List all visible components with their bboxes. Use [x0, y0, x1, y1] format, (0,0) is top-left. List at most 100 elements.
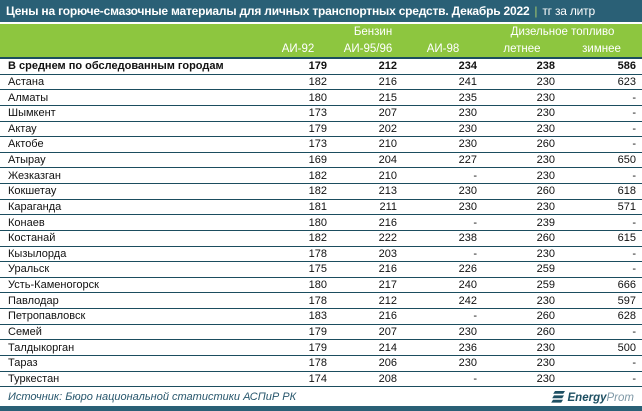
city-name: Туркестан: [8, 372, 60, 385]
price-value: 260: [536, 325, 555, 338]
column-group-row: Бензин Дизельное топливо: [0, 24, 642, 40]
price-value: 227: [458, 154, 477, 167]
price-value: 217: [378, 279, 397, 292]
price-value: -: [632, 357, 636, 370]
city-name: Актау: [8, 122, 37, 135]
city-name: Алматы: [8, 91, 49, 104]
price-value: -: [632, 138, 636, 151]
price-value: 179: [308, 122, 327, 135]
price-value: 213: [378, 185, 397, 198]
table-row: Актау 179 202 230 230 -: [0, 121, 642, 138]
price-value: 230: [458, 122, 477, 135]
table-row: Шымкент 173 207 230 230 -: [0, 105, 642, 122]
price-value: 628: [617, 310, 636, 323]
table-row: Талдыкорган 179 214 236 230 500: [0, 340, 642, 356]
price-value: 230: [458, 138, 477, 151]
table-row: Алматы 180 215 235 230 -: [0, 90, 642, 106]
price-value: 259: [536, 263, 555, 276]
price-value: 222: [378, 232, 397, 245]
title-unit-label: тг за литр: [542, 4, 595, 18]
price-value: 230: [536, 372, 555, 385]
price-value: 210: [378, 169, 397, 182]
price-value: 241: [458, 75, 477, 88]
column-header-ai9596: АИ-95/96: [343, 42, 393, 55]
city-name: Усть-Каменогорск: [8, 279, 99, 292]
footer: Источник: Бюро национальной статистики А…: [0, 387, 642, 406]
group-header-benzin: Бензин: [353, 26, 393, 38]
table-row: Павлодар 178 212 242 230 597: [0, 293, 642, 309]
price-value: 178: [308, 357, 327, 370]
price-value: 615: [617, 232, 636, 245]
price-value: -: [632, 216, 636, 229]
price-value: 230: [536, 75, 555, 88]
price-value: 586: [617, 60, 636, 73]
city-name: Костанай: [8, 232, 56, 245]
price-value: 182: [308, 232, 327, 245]
price-value: 259: [536, 279, 555, 292]
title-divider: [0, 22, 642, 24]
price-value: 230: [536, 154, 555, 167]
price-value: 207: [378, 325, 397, 338]
price-value: -: [473, 372, 477, 385]
price-value: 179: [308, 60, 327, 73]
table-row: Уральск 175 216 226 259 -: [0, 262, 642, 278]
price-value: 183: [308, 310, 327, 323]
city-name: Кокшетау: [8, 185, 57, 198]
price-value: 210: [378, 138, 397, 151]
price-value: 211: [379, 200, 397, 213]
price-value: -: [632, 107, 636, 120]
city-name: Актобе: [8, 138, 44, 151]
price-value: 207: [378, 107, 397, 120]
price-value: 181: [308, 200, 327, 213]
price-value: 230: [536, 169, 555, 182]
table-row: Жезказган 182 210 - 230 -: [0, 168, 642, 184]
table-row: Конаев 180 216 - 239 -: [0, 215, 642, 231]
city-name: Петропавловск: [8, 310, 86, 323]
city-name: Жезказган: [8, 169, 61, 182]
price-value: 214: [378, 341, 397, 354]
source-note: Источник: Бюро национальной статистики А…: [8, 390, 297, 403]
group-header-diesel: Дизельное топливо: [510, 26, 615, 38]
price-value: 180: [308, 216, 327, 229]
title-separator: |: [534, 4, 538, 18]
price-value: 212: [378, 60, 397, 73]
table-header: Бензин Дизельное топливо АИ-92 АИ-95/96 …: [0, 24, 642, 57]
brand-name-light: Prom: [606, 391, 634, 404]
price-value: -: [632, 169, 636, 182]
price-value: 230: [536, 91, 555, 104]
price-value: 230: [458, 200, 477, 213]
price-value: 179: [308, 341, 327, 354]
price-value: 206: [378, 357, 397, 370]
table-row: Костанай 182 222 238 260 615: [0, 230, 642, 247]
city-name: Тараз: [8, 357, 38, 370]
price-value: 618: [617, 185, 636, 198]
price-value: 180: [308, 91, 327, 104]
city-name: Атырау: [8, 154, 46, 167]
city-name: Талдыкорган: [8, 341, 75, 354]
price-value: 230: [458, 107, 477, 120]
price-value: 597: [617, 294, 636, 307]
price-value: 216: [378, 216, 397, 229]
city-name: Уральск: [8, 263, 50, 276]
city-name: Караганда: [8, 200, 62, 213]
price-value: 500: [617, 341, 636, 354]
price-value: 230: [536, 122, 555, 135]
city-name: Кызылорда: [8, 247, 67, 260]
price-value: 623: [617, 75, 636, 88]
price-value: -: [473, 169, 477, 182]
column-header-ai98: АИ-98: [426, 42, 460, 55]
table-row: Кокшетау 182 213 230 260 618: [0, 184, 642, 200]
price-value: 239: [536, 216, 555, 229]
table-row: Петропавловск 183 216 - 260 628: [0, 309, 642, 325]
city-name: В среднем по обследованным городам: [8, 60, 224, 73]
price-value: 230: [458, 185, 477, 198]
price-value: 182: [308, 185, 327, 198]
price-value: -: [632, 372, 636, 385]
price-value: 180: [308, 279, 327, 292]
page-title: Цены на горюче-смазочные материалы для л…: [6, 4, 530, 18]
price-value: -: [473, 216, 477, 229]
price-value: -: [632, 122, 636, 135]
price-value: 260: [536, 232, 555, 245]
price-value: 230: [536, 357, 555, 370]
